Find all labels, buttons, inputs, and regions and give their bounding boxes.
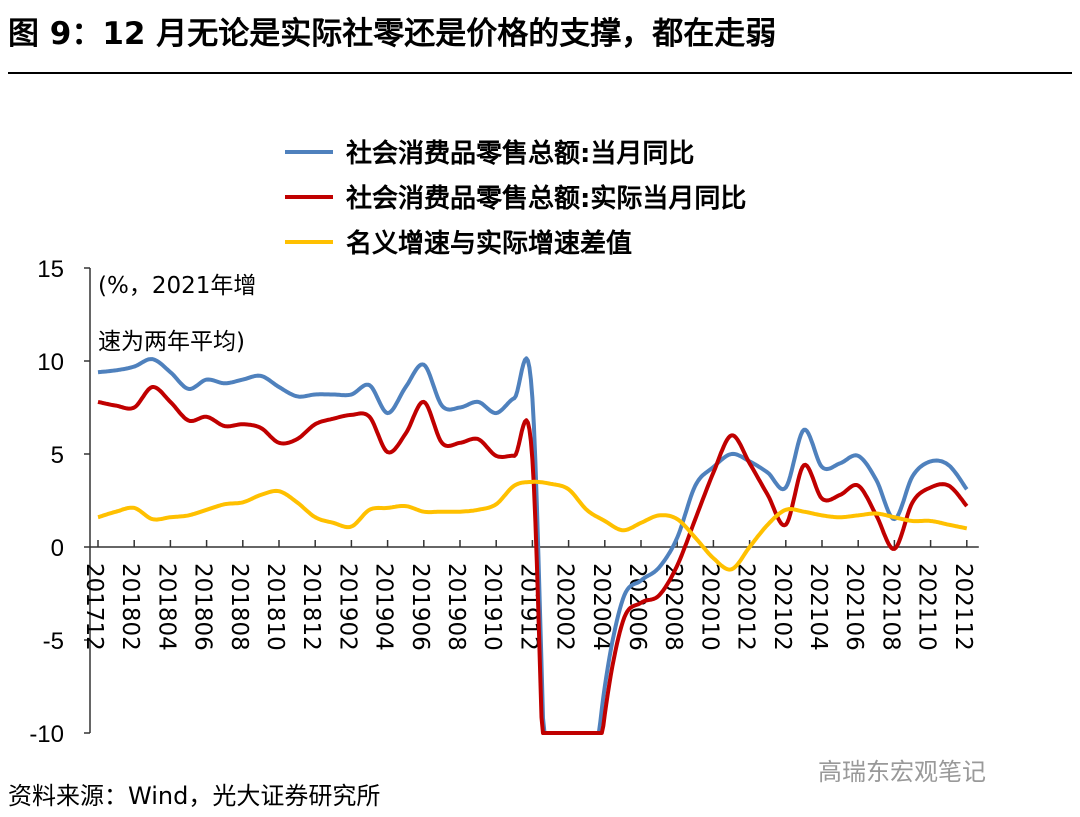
x-tick-label: 202104	[805, 563, 831, 651]
series-line-2	[96, 385, 969, 735]
x-tick-label: 201810	[262, 563, 288, 651]
source-note: 资料来源：Wind，光大证券研究所	[8, 782, 381, 810]
x-tick-label: 202004	[588, 563, 614, 651]
x-tick-label: 201802	[117, 563, 143, 651]
y-tick-label: 10	[37, 349, 64, 376]
x-tick-label: 201904	[371, 563, 397, 651]
y-tick-label: 0	[51, 535, 64, 562]
x-tick-label: 202106	[841, 563, 867, 651]
x-tick-label: 201902	[334, 563, 360, 651]
x-tick-label: 201910	[479, 563, 505, 651]
x-tick-label: 201906	[407, 563, 433, 651]
x-tick-label: 201812	[298, 563, 324, 651]
x-tick-label: 202108	[877, 563, 903, 651]
title-divider	[8, 72, 1072, 74]
x-tick-label: 201804	[153, 563, 179, 651]
legend-label: 社会消费品零售总额:当月同比	[346, 138, 694, 169]
x-tick-label: 202010	[696, 563, 722, 651]
x-tick-label: 202102	[769, 563, 795, 651]
x-tick-label: 201806	[190, 563, 216, 651]
x-tick-label: 202012	[733, 563, 759, 651]
x-tick-label: 201808	[226, 563, 252, 651]
y-tick-label: -10	[29, 721, 64, 748]
y-tick-label: -5	[43, 628, 64, 655]
y-tick-label: 15	[37, 256, 64, 283]
y-tick-label: 5	[51, 442, 64, 469]
x-tick-label: 202112	[950, 563, 976, 651]
series-line-1	[96, 356, 969, 735]
unit-note: 速为两年平均)	[98, 329, 245, 355]
figure-title: 图 9：12 月无论是实际社零还是价格的支撑，都在走弱	[8, 16, 777, 52]
x-tick-label: 201908	[443, 563, 469, 651]
x-tick-label: 202002	[552, 563, 578, 651]
unit-note: (%，2021年增	[98, 273, 256, 299]
legend-label: 社会消费品零售总额:实际当月同比	[346, 183, 746, 214]
series-line-3	[96, 479, 968, 572]
x-tick-label: 202110	[914, 563, 940, 651]
legend-label: 名义增速与实际增速差值	[346, 228, 632, 259]
x-tick-label: 201712	[81, 563, 107, 651]
watermark: 高瑞东宏观笔记	[818, 758, 986, 786]
plot-area	[96, 356, 969, 735]
